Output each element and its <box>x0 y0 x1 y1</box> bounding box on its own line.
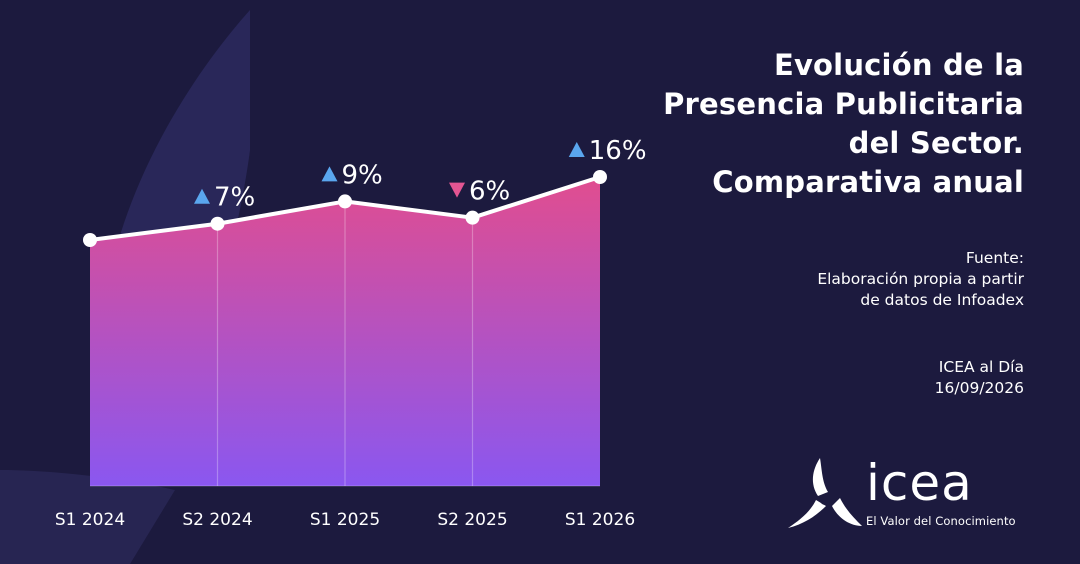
logo-wordmark: icea <box>866 454 973 512</box>
icea-propeller-icon <box>788 458 862 528</box>
increase-triangle-icon <box>321 166 338 182</box>
issue-info: ICEA al Día 16/09/2026 <box>664 357 1024 399</box>
title-line: Presencia Publicitaria <box>663 87 1024 121</box>
title-line: del Sector. <box>848 126 1024 160</box>
x-tick-label: S1 2026 <box>565 510 635 530</box>
source-line: Elaboración propia a partir <box>817 270 1024 288</box>
source-label: Fuente: <box>965 249 1024 267</box>
data-label: 9% <box>342 160 383 190</box>
data-point <box>83 233 97 247</box>
data-point <box>465 210 480 225</box>
publication-name: ICEA al Día <box>938 358 1024 376</box>
chart-area-fill <box>90 177 600 486</box>
logo-tagline: El Valor del Conocimiento <box>866 514 1016 528</box>
data-label: 7% <box>214 183 255 213</box>
x-tick-label: S2 2025 <box>437 510 507 530</box>
data-label: 6% <box>469 177 510 207</box>
increase-triangle-icon <box>194 188 210 204</box>
publication-date: 16/09/2026 <box>934 379 1024 397</box>
data-label: 16% <box>589 136 647 166</box>
background-decor-shape-lower <box>0 470 175 564</box>
title-line: Evolución de la <box>773 48 1024 82</box>
decrease-triangle-icon <box>449 182 465 198</box>
increase-triangle-icon <box>568 142 585 157</box>
x-tick-label: S2 2024 <box>182 510 252 530</box>
source-note: Fuente: Elaboración propia a partir de d… <box>664 248 1024 311</box>
x-tick-label: S1 2025 <box>310 510 380 530</box>
page-title: Evolución de la Presencia Publicitaria d… <box>584 46 1024 202</box>
icea-logo: icea El Valor del Conocimiento <box>780 452 1050 542</box>
title-line: Comparativa anual <box>712 165 1024 199</box>
source-line: de datos de Infoadex <box>860 291 1024 309</box>
data-point <box>338 194 352 209</box>
chart-plot: 7% 9% 6% 16% S1 2024 S2 2024 S1 2025 S2 2025 S1 … <box>55 136 647 530</box>
data-point <box>210 216 225 231</box>
data-point <box>593 170 607 184</box>
x-tick-label: S1 2024 <box>55 510 125 530</box>
